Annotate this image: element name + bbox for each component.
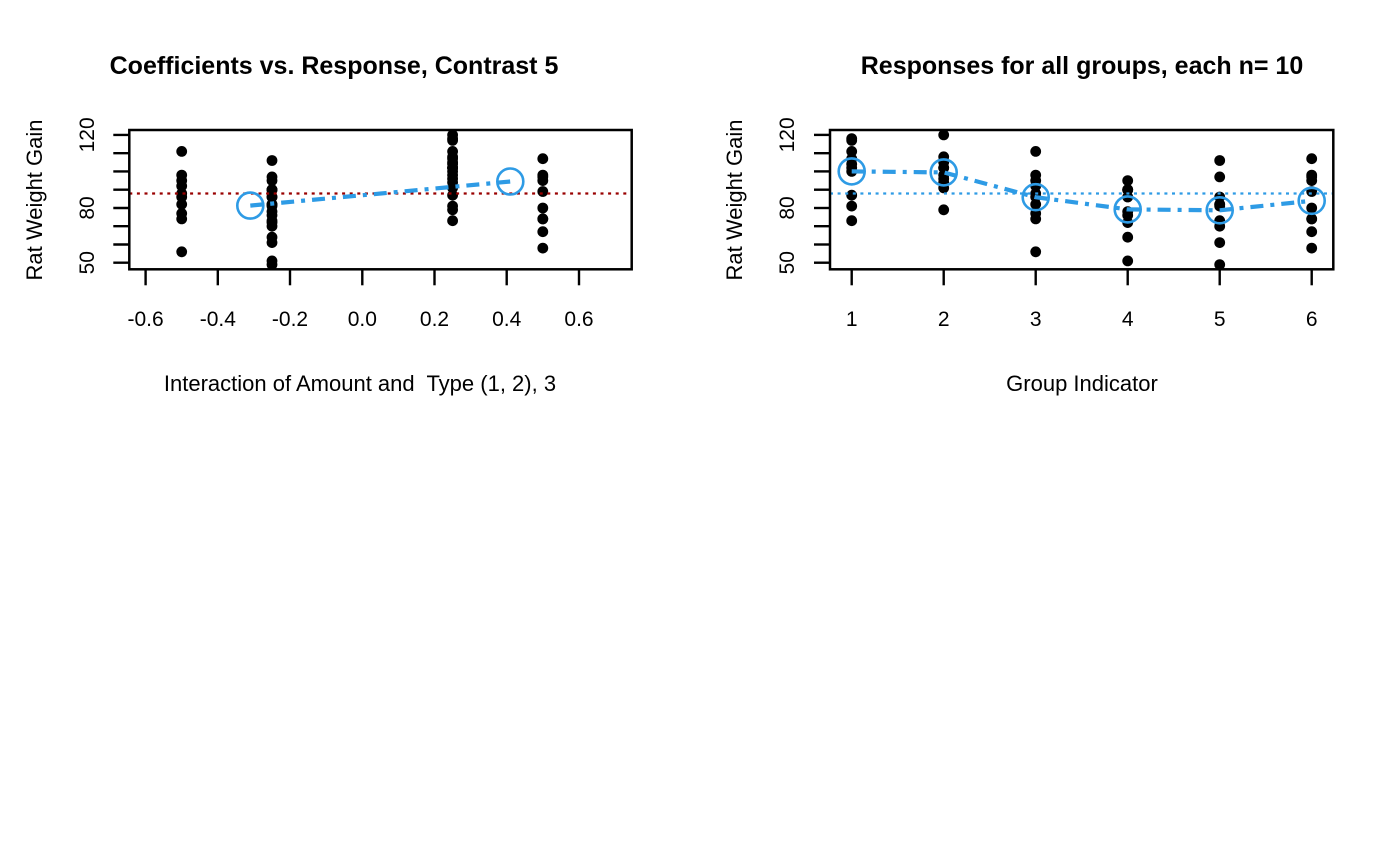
data-point — [1306, 242, 1318, 254]
group-mean-marker — [1297, 186, 1327, 216]
mean-trend-line — [851, 169, 1312, 213]
right-plot-content: 1 2 3 4 5 6 50 80 120 — [776, 117, 1335, 331]
right-plot-title: Responses for all groups, each n= 10 — [861, 52, 1304, 80]
data-point — [1122, 231, 1134, 243]
data-point — [1122, 255, 1134, 267]
data-point — [176, 146, 188, 157]
data-point — [1214, 198, 1226, 210]
group-mean-marker — [1205, 196, 1235, 225]
data-point — [266, 259, 278, 270]
data-point — [1306, 226, 1318, 238]
group-mean-marker — [1021, 182, 1051, 212]
x-tick-label: 4 — [1122, 308, 1134, 331]
left-plot-content: -0.6 -0.4 -0.2 0.0 0.2 0.4 0.6 50 80 120 — [76, 117, 633, 331]
data-point — [846, 166, 858, 177]
x-tick-label: 1 — [846, 308, 858, 331]
data-point — [176, 180, 188, 192]
group-mean-marker — [1113, 195, 1143, 224]
y-tick-label: 120 — [776, 117, 799, 152]
data-point — [537, 242, 549, 254]
data-point — [447, 156, 458, 168]
plot-frame — [828, 128, 1335, 271]
x-tick-label: 3 — [1030, 308, 1042, 331]
data-point — [1214, 171, 1226, 183]
x-tick-label: -0.4 — [200, 308, 237, 331]
x-tick-label: 2 — [938, 308, 950, 331]
data-point — [938, 204, 950, 216]
data-point — [1306, 169, 1318, 181]
data-point — [1214, 155, 1226, 166]
data-point — [537, 226, 549, 238]
data-point — [266, 155, 278, 166]
data-point — [537, 153, 549, 165]
x-tick-label: -0.2 — [272, 308, 308, 331]
group-mean-marker — [236, 191, 265, 220]
data-point — [1214, 259, 1226, 270]
left-plot-title: Coefficients vs. Response, Contrast 5 — [110, 52, 559, 80]
y-tick-label: 80 — [76, 196, 99, 219]
data-point — [266, 171, 278, 183]
data-point — [1306, 202, 1318, 214]
x-tick-label: 0.4 — [492, 308, 522, 331]
data-point — [1306, 153, 1318, 165]
y-tick-label: 120 — [76, 117, 99, 152]
plot-frame — [128, 128, 633, 271]
left-plot-coefficients-vs-response: -0.6 -0.4 -0.2 0.0 0.2 0.4 0.6 50 80 120 Coeffici… — [22, 52, 633, 396]
data-point — [447, 129, 458, 141]
data-point — [1122, 175, 1134, 187]
left-plot-y-axis-label: Rat Weight Gain — [22, 119, 47, 280]
data-point — [1030, 246, 1042, 258]
data-point — [176, 246, 188, 258]
data-point — [537, 213, 549, 225]
x-tick-label: 0.6 — [564, 308, 593, 331]
data-point — [846, 215, 858, 227]
data-point — [1122, 184, 1134, 196]
data-point — [846, 189, 858, 201]
group-mean-marker — [929, 158, 958, 187]
right-plot-y-axis-label: Rat Weight Gain — [722, 119, 747, 280]
group-mean-marker — [495, 167, 525, 196]
y-tick-label: 50 — [776, 251, 799, 274]
x-tick-label: 0.0 — [348, 308, 377, 331]
x-tick-label: -0.6 — [128, 308, 164, 331]
mean-trend-line — [250, 179, 511, 208]
data-point — [176, 208, 188, 219]
y-tick-label: 80 — [776, 196, 799, 219]
data-point — [537, 169, 549, 181]
x-tick-label: 0.2 — [420, 308, 449, 331]
data-point — [537, 186, 549, 197]
data-point — [938, 129, 950, 141]
data-point — [447, 204, 458, 216]
data-point — [846, 200, 858, 212]
x-tick-label: 6 — [1306, 308, 1318, 331]
group-mean-marker — [837, 157, 866, 186]
data-point — [266, 237, 278, 249]
charts-row: -0.6 -0.4 -0.2 0.0 0.2 0.4 0.6 50 80 120 Coeffici… — [0, 0, 1400, 430]
right-plot-x-axis-label: Group Indicator — [1006, 371, 1158, 396]
data-point — [846, 146, 858, 157]
y-tick-label: 50 — [76, 251, 99, 274]
data-point — [447, 215, 458, 227]
data-point — [1214, 237, 1226, 249]
right-plot-responses-all-groups: 1 2 3 4 5 6 50 80 120 Responses for all groups, … — [722, 52, 1335, 396]
data-point — [846, 135, 858, 146]
x-tick-label: 5 — [1214, 308, 1226, 331]
data-point — [537, 202, 549, 214]
data-point — [266, 220, 278, 232]
left-plot-x-axis-label: Interaction of Amount and Type (1, 2), 3 — [164, 371, 556, 396]
data-point — [1030, 146, 1042, 157]
data-point — [1306, 213, 1318, 225]
